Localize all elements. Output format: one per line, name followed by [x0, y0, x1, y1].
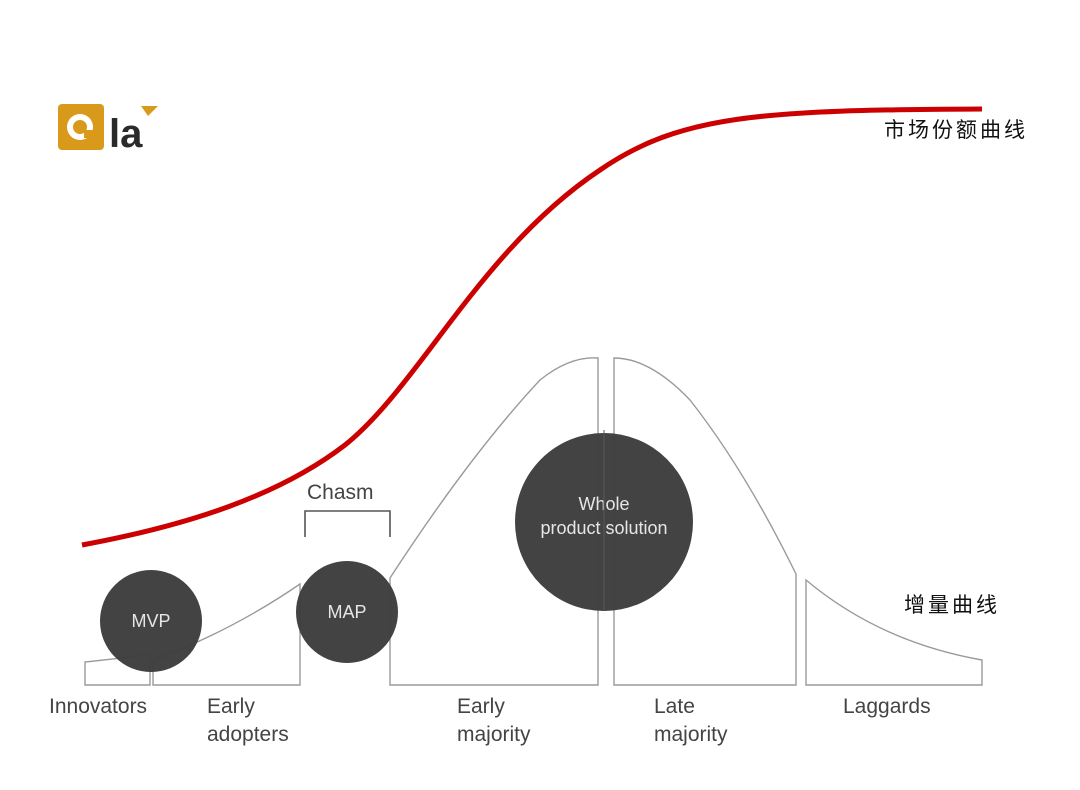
- map-label: MAP: [327, 602, 366, 622]
- mvp-circle: MVP: [100, 570, 202, 672]
- segment-label-laggards: Laggards: [843, 695, 931, 718]
- segment-label-late-majority-line1: Late: [654, 695, 695, 718]
- segment-laggards-outline: [805, 578, 983, 686]
- segment-label-early-adopters-line1: Early: [207, 695, 255, 718]
- segment-label-early-majority-line1: Early: [457, 695, 505, 718]
- chasm-label: Chasm: [307, 481, 374, 504]
- segment-late-majority-outline: [613, 357, 797, 686]
- map-circle: MAP: [296, 561, 398, 663]
- logo-accent-icon: [141, 106, 158, 116]
- segment-label-early-adopters-line2: adopters: [207, 723, 289, 746]
- market-share-curve: [81, 106, 983, 548]
- market-share-curve-label: 市场份额曲线: [884, 118, 1028, 142]
- logo-text: la: [109, 112, 143, 156]
- segment-labels: Innovators Early adopters Early majority…: [49, 695, 931, 746]
- ola-logo: la: [58, 104, 158, 156]
- segment-label-innovators: Innovators: [49, 695, 147, 718]
- incremental-curve-label: 增量曲线: [904, 593, 1000, 617]
- mvp-label: MVP: [131, 611, 170, 631]
- segment-label-early-majority-line2: majority: [457, 723, 531, 746]
- chasm-bracket: [304, 510, 391, 537]
- segment-early-majority-outline: [389, 357, 599, 686]
- segment-label-late-majority-line2: majority: [654, 723, 728, 746]
